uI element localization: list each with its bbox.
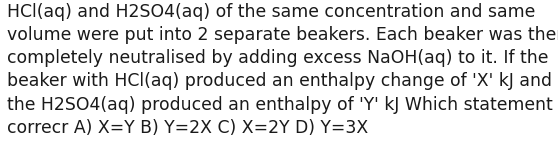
Text: HCl(aq) and H2SO4(aq) of the same concentration and same
volume were put into 2 : HCl(aq) and H2SO4(aq) of the same concen… (7, 3, 558, 137)
